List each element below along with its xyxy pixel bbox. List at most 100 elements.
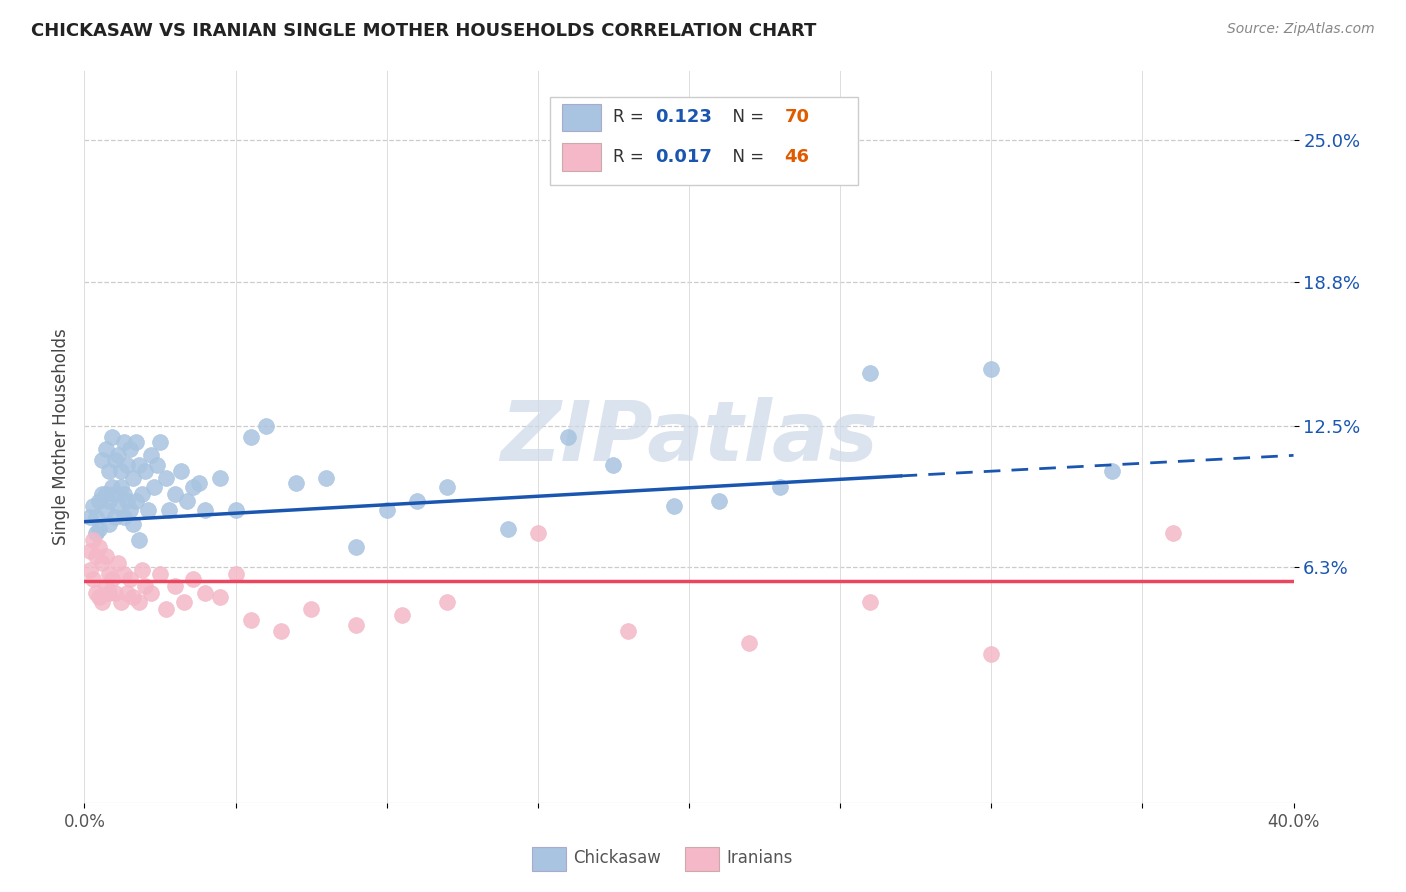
Point (94, 487, 117, 501)
Point (254, 418, 277, 433)
Point (112, 567, 135, 582)
Point (299, 601, 322, 615)
Point (112, 434, 135, 449)
Point (194, 585, 217, 599)
Point (157, 503, 180, 517)
Point (859, 594, 882, 608)
Text: R =: R = (613, 109, 648, 127)
Point (209, 590, 232, 604)
Text: N =: N = (721, 148, 769, 166)
Point (602, 458, 624, 472)
Point (239, 613, 262, 627)
Point (79, 544, 101, 558)
Point (118, 503, 141, 517)
Text: Iranians: Iranians (727, 848, 793, 867)
Point (100, 572, 122, 586)
Point (91, 453, 114, 467)
Point (125, 434, 148, 449)
Point (107, 556, 129, 570)
Text: ZIPatlas: ZIPatlas (501, 397, 877, 477)
Point (118, 442, 141, 456)
Point (139, 448, 162, 462)
Point (146, 458, 169, 472)
Point (100, 480, 122, 494)
Point (165, 487, 187, 501)
Text: 0.123: 0.123 (655, 109, 711, 127)
Point (270, 624, 292, 639)
Y-axis label: Single Mother Households: Single Mother Households (52, 329, 70, 545)
Point (79, 510, 101, 524)
Point (527, 526, 550, 541)
Bar (685, 847, 720, 871)
Point (617, 624, 640, 639)
Text: Chickasaw: Chickasaw (572, 848, 661, 867)
Point (709, 494, 731, 508)
Point (188, 475, 211, 490)
Point (86, 549, 108, 563)
Point (94, 549, 117, 563)
Point (110, 480, 132, 494)
Point (136, 503, 159, 517)
Point (496, 521, 519, 535)
Point (170, 464, 193, 478)
Point (91, 556, 114, 570)
Point (97, 464, 120, 478)
Point (94, 579, 117, 593)
Bar (562, 143, 600, 171)
Point (346, 617, 368, 632)
Point (86, 585, 108, 599)
Point (82, 572, 104, 586)
Bar (531, 847, 565, 871)
Point (315, 471, 337, 485)
Point (89, 494, 111, 508)
Point (557, 430, 579, 444)
Point (128, 458, 150, 472)
Point (100, 430, 122, 444)
Point (1101, 464, 1123, 478)
Point (859, 366, 882, 380)
Point (104, 487, 127, 501)
Point (391, 608, 413, 623)
Point (94, 503, 117, 517)
Point (128, 594, 150, 608)
Text: 0.017: 0.017 (655, 148, 711, 166)
FancyBboxPatch shape (550, 97, 858, 185)
Point (79, 563, 101, 577)
Point (436, 480, 458, 494)
Point (112, 510, 135, 524)
Point (1161, 526, 1184, 541)
Point (97, 516, 120, 531)
Text: CHICKASAW VS IRANIAN SINGLE MOTHER HOUSEHOLDS CORRELATION CHART: CHICKASAW VS IRANIAN SINGLE MOTHER HOUSE… (31, 22, 817, 40)
Point (406, 494, 429, 508)
Text: R =: R = (613, 148, 648, 166)
Text: Source: ZipAtlas.com: Source: ZipAtlas.com (1227, 22, 1375, 37)
Text: 46: 46 (785, 148, 810, 166)
Point (194, 503, 217, 517)
Point (107, 499, 129, 513)
Point (115, 494, 138, 508)
Point (97, 585, 120, 599)
Point (97, 494, 120, 508)
Point (225, 567, 247, 582)
Point (662, 499, 685, 513)
Point (285, 475, 308, 490)
Point (91, 487, 114, 501)
Point (131, 487, 153, 501)
Text: N =: N = (721, 109, 769, 127)
Point (980, 647, 1002, 661)
Point (131, 563, 153, 577)
Point (134, 579, 156, 593)
Point (134, 464, 156, 478)
Point (155, 601, 177, 615)
Point (142, 480, 165, 494)
Point (149, 567, 172, 582)
Point (86, 510, 108, 524)
Point (375, 503, 398, 517)
Point (112, 487, 135, 501)
Point (176, 494, 198, 508)
Point (115, 458, 138, 472)
Point (181, 572, 204, 586)
Point (89, 540, 111, 554)
Point (121, 471, 143, 485)
Point (209, 471, 232, 485)
